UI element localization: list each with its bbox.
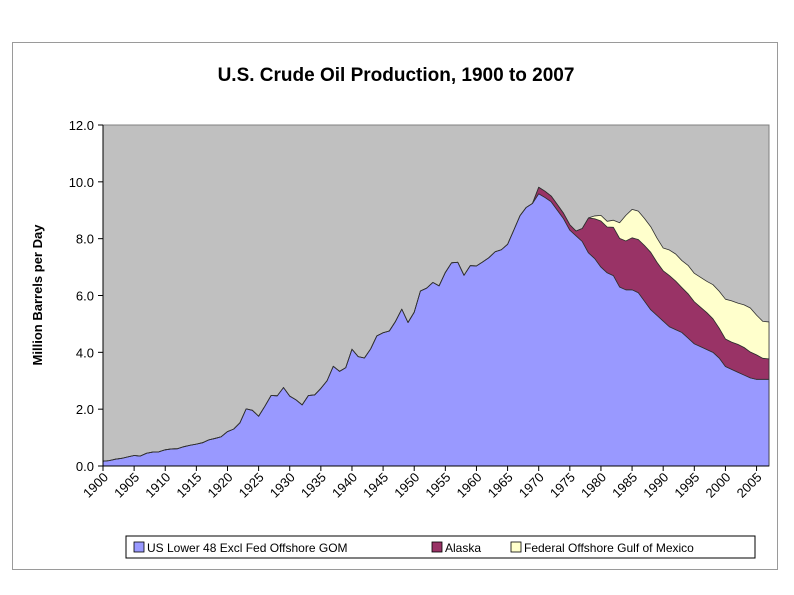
x-tick-label: 1915 xyxy=(173,470,204,501)
x-tick-label: 1950 xyxy=(391,470,422,501)
x-tick-label: 1945 xyxy=(360,470,391,501)
x-tick-label: 1980 xyxy=(578,470,609,501)
legend-swatch-0 xyxy=(133,541,145,553)
x-tick-label: 1990 xyxy=(640,470,671,501)
legend-swatch-1 xyxy=(431,541,443,553)
x-tick-label: 1955 xyxy=(422,470,453,501)
legend-label-2: Federal Offshore Gulf of Mexico xyxy=(524,541,694,555)
chart-svg: U.S. Crude Oil Production, 1900 to 2007 … xyxy=(30,65,770,559)
chart-frame: U.S. Crude Oil Production, 1900 to 2007 … xyxy=(12,42,778,570)
y-axis-label: Million Barrels per Day xyxy=(30,224,45,366)
y-tick-label: 8.0 xyxy=(76,232,94,247)
legend-swatch-2 xyxy=(510,541,522,553)
y-tick-label: 4.0 xyxy=(76,345,94,360)
x-tick-label: 1920 xyxy=(205,470,236,501)
x-tick-label: 1975 xyxy=(547,470,578,501)
x-tick-label: 1935 xyxy=(298,470,329,501)
x-tick-label: 2005 xyxy=(734,470,765,501)
legend-label-1: Alaska xyxy=(445,541,481,555)
series-area-2 xyxy=(102,186,770,462)
x-tick-label: 1940 xyxy=(329,470,360,501)
chart-title: U.S. Crude Oil Production, 1900 to 2007 xyxy=(218,65,575,86)
x-tick-label: 1905 xyxy=(111,470,142,501)
y-tick-label: 12.0 xyxy=(69,118,94,133)
x-tick-label: 1910 xyxy=(142,470,173,501)
legend: US Lower 48 Excl Fed Offshore GOM Alaska F… xyxy=(125,535,756,559)
x-tick-label: 1960 xyxy=(454,470,485,501)
x-tick-label: 1970 xyxy=(516,470,547,501)
x-tick-label: 1930 xyxy=(267,470,298,501)
x-tick-label: 1900 xyxy=(80,470,111,501)
legend-label-0: US Lower 48 Excl Fed Offshore GOM xyxy=(147,541,348,555)
y-tick-label: 6.0 xyxy=(76,289,94,304)
x-tick-label: 2000 xyxy=(702,470,733,501)
y-tick-label: 2.0 xyxy=(76,402,94,417)
x-tick-label: 1995 xyxy=(671,470,702,501)
y-tick-label: 10.0 xyxy=(69,175,94,190)
y-tick-label: 0.0 xyxy=(76,459,94,474)
x-tick-label: 1965 xyxy=(485,470,516,501)
x-tick-label: 1925 xyxy=(236,470,267,501)
x-tick-label: 1985 xyxy=(609,470,640,501)
